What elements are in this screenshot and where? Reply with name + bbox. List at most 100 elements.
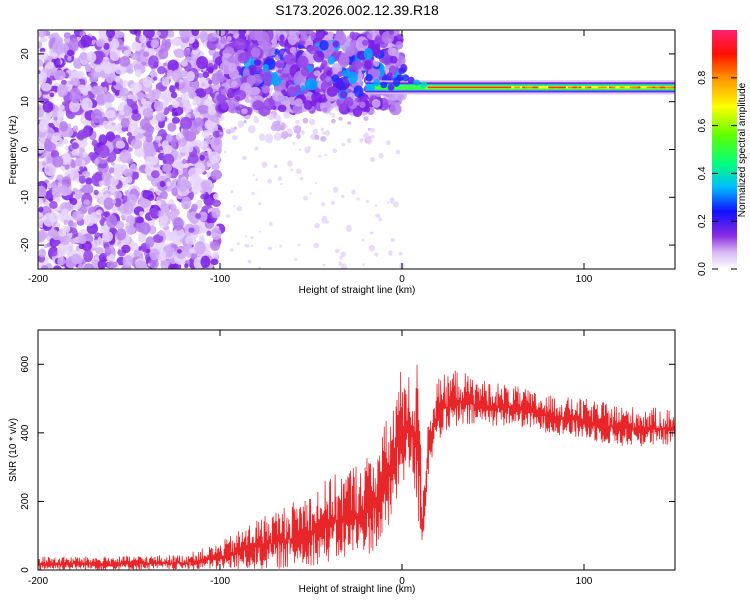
spectrogram-cell [121,214,126,219]
spectrogram-cell [211,207,221,219]
ridge-peak [567,86,576,89]
spectrogram-cell [158,230,165,237]
spectrogram-cell [206,230,212,236]
spectrogram-cell [152,76,158,81]
spectrogram-cell [284,124,288,128]
spectrogram-cell [168,264,176,269]
ridge-peak [557,86,566,89]
spectrogram-cell [105,30,116,39]
spectrogram-cell [236,242,240,246]
spectrogram-cell [353,85,364,98]
spectrogram-cell [110,162,115,166]
spectrogram-cell [56,118,63,124]
spectrogram-cell [162,153,175,166]
spectrogram-cell [85,64,92,73]
spectrogram-cell [304,146,311,154]
spectrogram-cell [345,224,352,232]
spectrogram-cell [94,158,100,166]
spectrogram-cell [338,261,343,267]
spectrogram-cell [46,181,53,189]
spectrogram-cell [49,92,55,98]
spectrogram-cell [259,41,272,52]
spectrogram-cell [208,79,213,85]
spectrogram-cell [227,98,240,114]
spectrogram-cell [145,248,151,254]
spectrogram-cell [220,101,229,111]
spectrogram-cell [243,120,247,124]
spectrogram-cell [294,98,303,107]
spectrogram-cell [42,100,54,113]
spectrogram-cell [38,70,47,85]
spectrogram-cell [134,69,142,78]
spectrogram-cell [387,84,395,91]
spectrogram-cell [246,107,253,116]
spectrogram-cell [64,163,70,170]
spectrogram-cell [169,85,176,93]
spectrogram-cell [398,252,403,256]
spectrogram-cell [139,211,145,217]
snr-panel: -200 -100 0 100 0 200 400 600 Height of straigh… [8,329,676,595]
spectrogram-cell [265,133,274,144]
spectrogram-cell [174,37,182,46]
spectrogram-cell [38,90,42,98]
spectrogram-cell [38,30,47,38]
spectrogram-cell [96,39,106,47]
spectrogram-cell [369,127,376,133]
spectrogram-cell [44,139,53,150]
spectrogram-cell [267,178,272,184]
spectrogram-cell [167,59,179,72]
spectrogram-cell [139,118,151,131]
spectrogram-cell [131,112,142,122]
spectrogram-cell [188,248,194,254]
spectrogram-cell [108,167,115,174]
spectrogram-cell [178,168,184,175]
spectrogram-cell [180,93,189,104]
colorbar-tick-label: 0.4 [697,166,708,180]
spectrogram-cell [71,70,79,78]
spectrogram-cell [243,85,251,92]
ridge-peak [552,86,559,89]
spectrogram-cell [212,130,221,138]
spectrogram-cell [309,192,312,195]
spectrogram-cell [294,258,298,262]
spectrogram-cell [238,30,247,36]
spectrogram-cell [38,120,49,133]
spectrogram-cell [167,250,173,257]
spectrogram-cell [232,204,235,207]
colorbar-label: Normalized spectral amplitude [737,82,748,217]
spectrogram-cell [280,182,283,185]
spectrogram-cell [119,110,125,116]
spectrogram-cell [407,76,415,84]
spectrogram-cell [322,107,328,113]
spectrogram-cell [73,60,81,69]
spectrogram-cell [105,131,115,142]
spectrogram-cell [162,163,173,173]
spectrogram-cell [165,171,172,180]
spectrogram-cell [190,252,198,260]
spectrogram-cell [255,178,259,181]
spectrogram-cell [142,30,155,39]
spectrogram-cell [219,131,223,135]
x-tick-label: 0 [399,274,405,285]
spectrogram-cell [262,64,269,72]
spectrogram-cell [334,80,345,90]
spectrogram-cell [246,244,250,248]
spectrogram-cell [170,203,177,212]
spectrogram-cell [351,59,363,71]
ridge-peak [611,86,616,89]
spectrogram-cell [111,122,116,127]
spectrogram-cell [241,108,248,115]
spectrogram-cell [133,146,146,158]
spectrogram-cell [149,156,158,166]
spectrogram-cell [222,128,226,131]
spectrogram-cell [186,70,195,82]
spectrogram-cell [248,30,261,41]
colorbar-tick-label: 0.6 [697,118,708,132]
spectrogram-cell [334,248,340,253]
spectrogram-cell [116,31,124,39]
snr-ticks: -200 -100 0 100 0 200 400 600 [20,330,675,587]
spectrogram-cell [210,154,219,164]
spectrogram-cell [378,217,383,222]
x-tick-label: -100 [210,274,230,285]
ridge-peak [548,86,553,89]
